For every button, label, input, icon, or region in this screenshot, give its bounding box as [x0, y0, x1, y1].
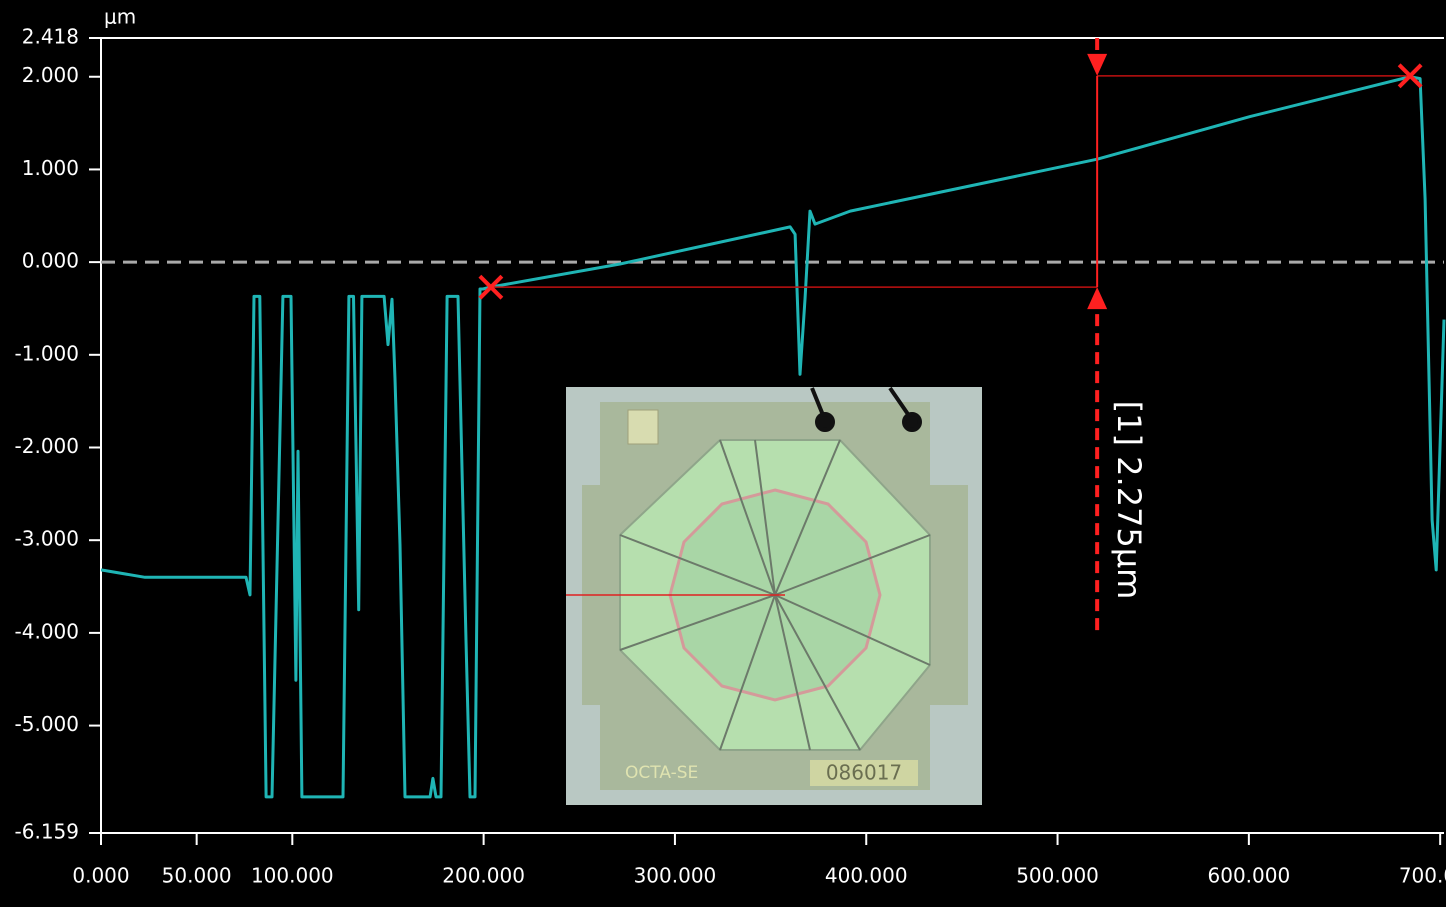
x-tick-label: 100.000 — [251, 864, 334, 888]
x-tick-label: 200.000 — [442, 864, 525, 888]
x-tick-label: 700.000 — [1399, 864, 1446, 888]
arrow-head — [1087, 53, 1108, 76]
measurement-label: [1] 2.275μm — [1110, 401, 1148, 600]
y-tick-label: -1.000 — [15, 341, 79, 365]
y-tick-label: 1.000 — [22, 156, 79, 180]
profile-line — [100, 75, 1446, 799]
x-tick-label: 400.000 — [825, 864, 908, 888]
x-tick-label: 50.000 — [162, 864, 232, 888]
y-tick-label: 2.418 — [22, 25, 79, 49]
id-plate — [810, 760, 918, 786]
inset-label: 086017 — [826, 761, 902, 785]
y-tick-label: 0.000 — [22, 249, 79, 273]
inset-label: OCTA-SE — [625, 763, 698, 783]
x-tick-label: 500.000 — [1016, 864, 1099, 888]
inset-photo: OCTA-SE 086017 — [566, 386, 982, 805]
probes — [810, 386, 922, 432]
y-axis-unit: μm — [104, 5, 136, 29]
x-tick-label: 0.000 — [72, 864, 129, 888]
y-tick-label: -3.000 — [15, 527, 79, 551]
y-tick-label: 2.000 — [22, 63, 79, 87]
cursor-stroke — [478, 274, 504, 300]
y-tick-label: -4.000 — [15, 619, 79, 643]
cursor-marker — [1397, 63, 1423, 89]
logo — [627, 409, 659, 445]
y-tick-label: -2.000 — [15, 434, 79, 458]
y-tick-label: -5.000 — [15, 712, 79, 736]
y-tick-label: -6.159 — [15, 820, 79, 844]
x-tick-label: 600.000 — [1208, 864, 1291, 888]
cursor-stroke — [1397, 63, 1423, 89]
x-tick-label: 300.000 — [634, 864, 717, 888]
arrow-head — [1087, 287, 1108, 310]
cursor-marker — [478, 274, 504, 300]
radial-lines — [619, 439, 931, 751]
